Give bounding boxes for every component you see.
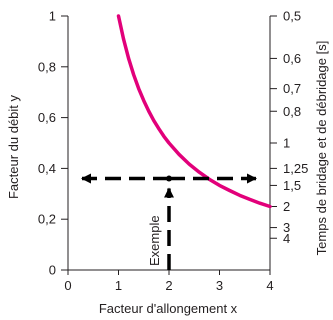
x-axis-label: Facteur d'allongement x <box>99 301 238 316</box>
right-tick-label: 0,8 <box>283 104 301 119</box>
x-tick-label: 3 <box>216 278 223 293</box>
y-axis-label: Facteur du débit y <box>6 94 21 199</box>
y-tick-label: 0,2 <box>38 212 56 227</box>
x-tick-label: 2 <box>165 278 172 293</box>
right-axis-label: Temps de bridage et de débridage [s] <box>314 41 329 256</box>
y-tick-label: 1 <box>49 9 56 24</box>
curve-layer <box>116 14 272 209</box>
intersection-point <box>166 175 172 182</box>
right-tick-label: 1,25 <box>283 161 308 176</box>
x-tick-label: 1 <box>115 278 122 293</box>
right-tick-label: 4 <box>283 231 290 246</box>
y-tick-label: 0,6 <box>38 110 56 125</box>
right-tick-label: 0,7 <box>283 81 301 96</box>
right-tick-label: 0,5 <box>283 9 301 24</box>
right-tick-label: 0,6 <box>283 51 301 66</box>
annotation-layer: Exemple <box>81 173 257 270</box>
right-tick-label: 1 <box>283 136 290 151</box>
right-tick-label: 1,5 <box>283 178 301 193</box>
right-tick-label: 3 <box>283 220 290 235</box>
y-tick-label: 0 <box>49 263 56 278</box>
series-curve <box>116 14 272 209</box>
right-tick-label: 2 <box>283 199 290 214</box>
example-label: Exemple <box>147 215 162 266</box>
x-tick-label: 4 <box>266 278 273 293</box>
x-tick-label: 0 <box>64 278 71 293</box>
y-tick-label: 0,4 <box>38 161 56 176</box>
axes: 0 1 2 3 400,20,40,60,81 0,50,60,70,811,251,52… <box>38 9 308 294</box>
y-tick-label: 0,8 <box>38 59 56 74</box>
